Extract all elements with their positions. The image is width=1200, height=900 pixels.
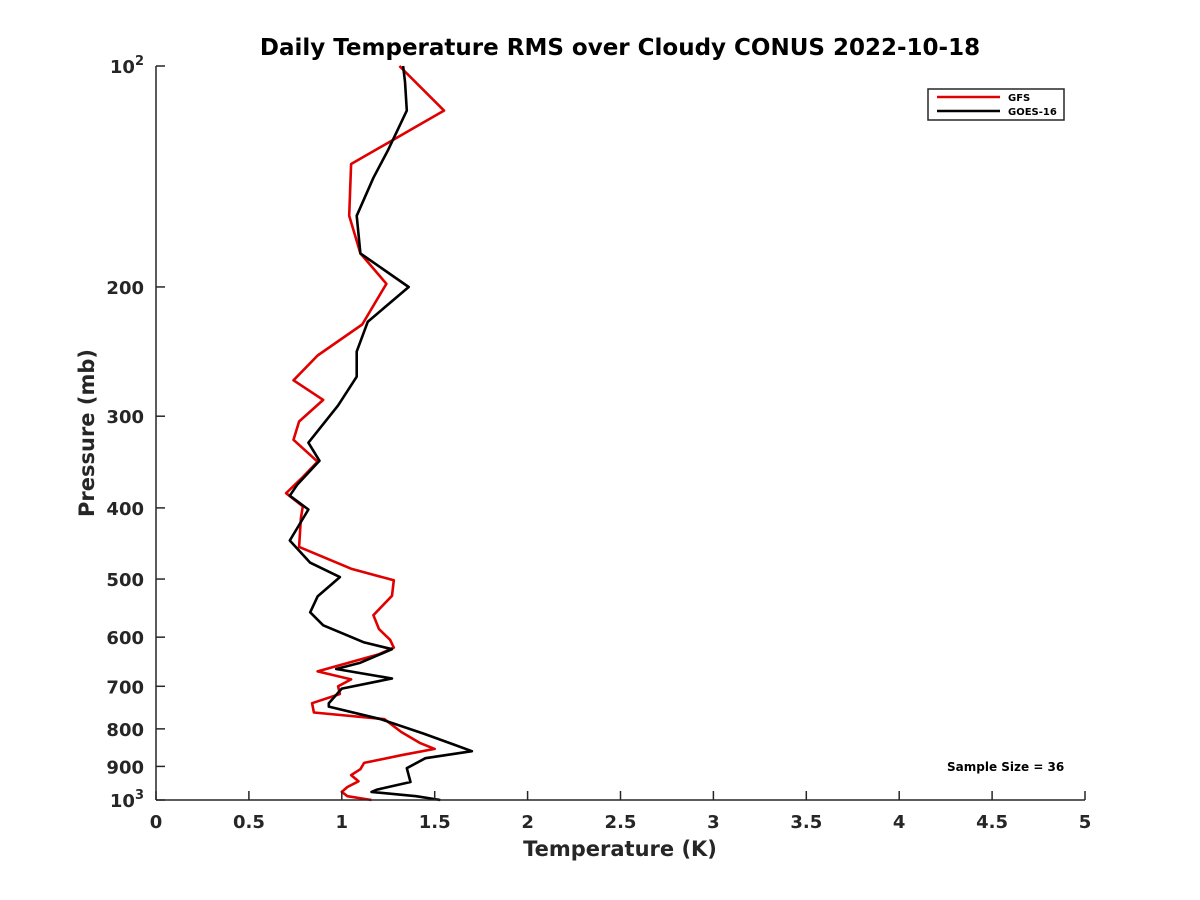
legend-box	[927, 88, 1065, 121]
y-tick-label: 700	[106, 677, 144, 698]
x-tick-label: 0.5	[233, 812, 265, 833]
y-tick-label: 103	[110, 788, 144, 812]
x-tick-label: 1.5	[419, 812, 451, 833]
y-tick-label: 800	[106, 720, 144, 741]
y-tick-label: 102	[110, 54, 144, 78]
y-axis: 102 200 300 400 500 600 700 800 900 103	[106, 54, 165, 812]
x-tick-label: 1	[336, 812, 349, 833]
x-tick-label: 4	[893, 812, 906, 833]
series-line-gfs	[284, 65, 446, 802]
chart-title: Daily Temperature RMS over Cloudy CONUS …	[260, 35, 980, 61]
y-tick-label: 200	[106, 278, 144, 299]
legend-label: GFS	[1008, 93, 1030, 104]
series-line-goes-16	[288, 65, 474, 802]
y-tick-label: 500	[106, 570, 144, 591]
x-axis: 0 0.5 1 1.5 2 2.5 3 3.5 4 4.5 5	[150, 791, 1092, 833]
x-tick-label: 0	[150, 812, 163, 833]
x-tick-label: 2	[521, 812, 534, 833]
x-tick-label: 2.5	[605, 812, 637, 833]
x-tick-label: 4.5	[976, 812, 1008, 833]
x-tick-label: 3	[707, 812, 720, 833]
x-axis-title: Temperature (K)	[523, 837, 717, 861]
x-tick-label: 5	[1079, 812, 1092, 833]
legend: GFS GOES-16	[927, 88, 1065, 121]
y-tick-label: 600	[106, 628, 144, 649]
y-tick-label: 300	[106, 407, 144, 428]
sample-size-annotation: Sample Size = 36	[947, 760, 1064, 774]
legend-label: GOES-16	[1008, 107, 1057, 118]
y-tick-label: 900	[106, 757, 144, 778]
y-axis-title: Pressure (mb)	[75, 349, 99, 517]
x-tick-label: 3.5	[790, 812, 822, 833]
plot-area	[284, 65, 474, 802]
y-tick-label: 400	[106, 499, 144, 520]
